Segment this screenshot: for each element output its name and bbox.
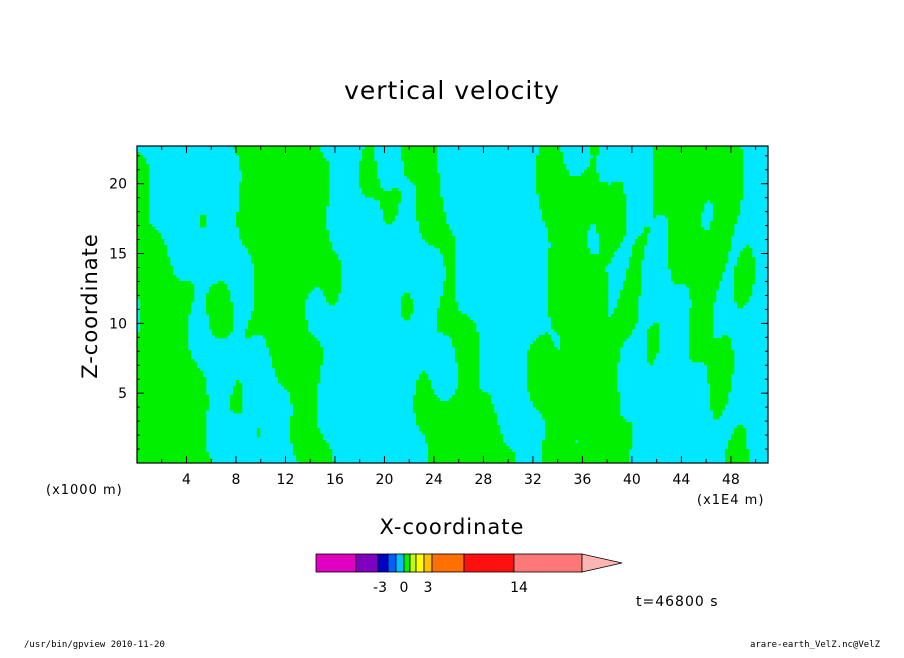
footer-left: /usr/bin/gpview 2010-11-20 [24,640,165,650]
footer-right: arare-earth_VelZ.nc@VelZ [750,640,880,650]
y-tick-label: 5 [118,386,127,402]
colorbar-segment [416,554,424,572]
colorbar-segment [396,554,404,572]
x-tick-label: 28 [475,472,493,488]
colorbar-segment [356,554,378,572]
colorbar-segment [514,554,582,572]
y-axis-label: Z-coordinate [78,233,102,379]
colorbar-segment [410,554,416,572]
x-tick-label: 44 [672,472,690,488]
colorbar-segment [464,554,514,572]
x-tick-label: 8 [232,472,241,488]
x-tick-label: 4 [182,472,191,488]
x-tick-label: 24 [425,472,443,488]
time-label: t=46800 s [636,594,719,610]
colorbar-tick-label: 14 [510,580,528,596]
colorbar-segment [316,554,356,572]
colorbar-segment [432,554,464,572]
x-tick-label: 48 [722,472,740,488]
colorbar-segment [378,554,388,572]
x-axis-label: X-coordinate [0,515,904,539]
chart-title: vertical velocity [0,76,904,105]
colorbar-tick-label: 3 [424,580,433,596]
x-tick-label: 12 [277,472,295,488]
colorbar-segment [388,554,396,572]
colorbar-segment [404,554,410,572]
x-tick-label: 16 [326,472,344,488]
colorbar-segment [424,554,432,572]
y-tick-label: 20 [109,177,127,193]
y-tick-label: 10 [109,316,127,332]
colorbar-tick-label: 0 [400,580,409,596]
x-tick-label: 20 [376,472,394,488]
colorbar-tick-label: -3 [373,580,387,596]
y-tick-label: 15 [109,247,127,263]
x-tick-label: 36 [573,472,591,488]
colorbar-arrow [582,554,622,572]
x-tick-label: 40 [623,472,641,488]
x-unit-right: (x1E4 m) [697,493,764,508]
x-tick-label: 32 [524,472,542,488]
x-unit-left: (x1000 m) [46,483,123,498]
